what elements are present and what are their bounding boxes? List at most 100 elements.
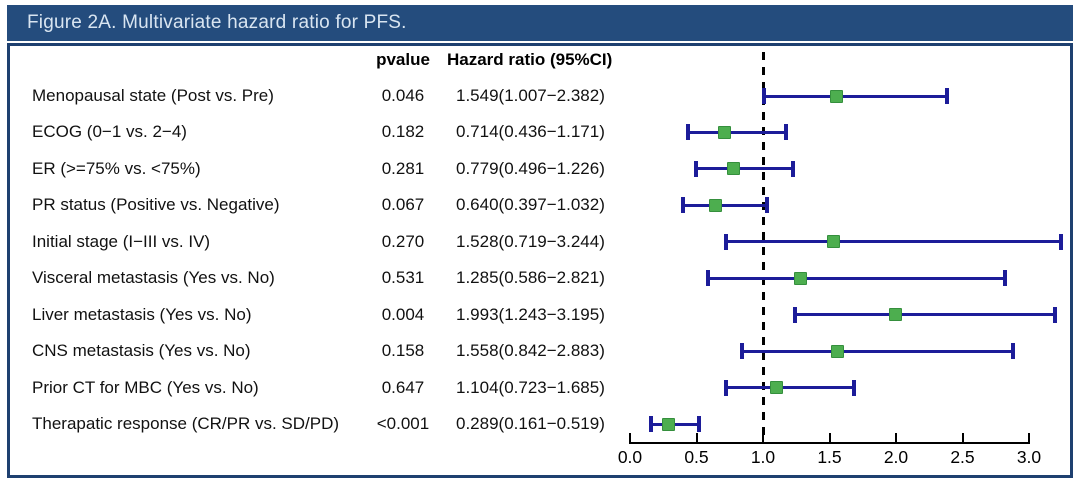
- row-hr-text: 0.640(0.397−1.032): [456, 195, 605, 215]
- row-pvalue: 0.270: [381, 231, 425, 251]
- row-hr-text: 1.549(1.007−2.382): [456, 86, 605, 105]
- ci-cap-high: [1059, 233, 1064, 250]
- row-pvalue: 0.046: [381, 86, 425, 105]
- ci-cap-high: [697, 416, 702, 433]
- hr-point-marker: [718, 125, 732, 139]
- row-label: CNS metastasis (Yes vs. No): [32, 341, 251, 361]
- ci-cap-high: [1052, 306, 1057, 323]
- figure-title-bar: Figure 2A. Multivariate hazard ratio for…: [7, 5, 1073, 41]
- axis-tick: [961, 433, 964, 442]
- ci-line: [682, 203, 768, 207]
- ci-cap-high: [783, 124, 788, 141]
- row-pvalue: 0.004: [381, 304, 425, 324]
- ci-line: [741, 349, 1014, 353]
- row-label: Menopausal state (Post vs. Pre): [32, 86, 274, 105]
- ci-cap-low: [723, 233, 728, 250]
- column-header-hazard-ratio: Hazard ratio (95%CI): [447, 50, 613, 69]
- ci-cap-high: [765, 197, 770, 214]
- ci-cap-high: [944, 88, 949, 104]
- row-hr-text: 1.528(0.719−3.244): [456, 231, 605, 251]
- forest-row: Visceral metastasis (Yes vs. No) 0.531 1.2…: [0, 260, 1080, 296]
- row-pvalue: 0.182: [381, 122, 425, 142]
- ci-cap-low: [693, 160, 698, 177]
- row-pvalue: 0.647: [381, 377, 425, 397]
- axis-tick: [828, 433, 831, 442]
- row-pvalue: 0.158: [381, 341, 425, 361]
- forest-row: ER (>=75% vs. <75%) 0.281 0.779(0.496−1.22…: [0, 151, 1080, 187]
- row-pvalue: 0.281: [381, 158, 425, 178]
- hr-point-marker: [794, 271, 808, 285]
- row-hr-text: 1.285(0.586−2.821): [456, 268, 605, 288]
- forest-row: Prior CT for MBC (Yes vs. No) 0.647 1.104(…: [0, 370, 1080, 406]
- forest-row: Menopausal state (Post vs. Pre) 0.046 1.54…: [0, 78, 1080, 114]
- row-hr-text: 0.779(0.496−1.226): [456, 158, 605, 178]
- ci-line: [651, 422, 700, 426]
- axis-tick-label: 2.0: [883, 447, 909, 467]
- ci-cap-low: [685, 124, 690, 141]
- row-hr-text: 1.993(1.243−3.195): [456, 304, 605, 324]
- ci-cap-low: [649, 416, 654, 433]
- ci-cap-low: [739, 343, 744, 360]
- axis-tick-label: 1.5: [817, 447, 842, 467]
- hr-point-marker: [661, 417, 675, 431]
- axis-tick-label: 3.0: [1016, 447, 1042, 467]
- axis-tick: [1028, 433, 1030, 442]
- ci-cap-low: [761, 88, 766, 104]
- row-label: Initial stage (I−III vs. IV): [32, 231, 211, 251]
- hr-point-marker: [829, 89, 843, 103]
- hr-point-marker: [708, 198, 722, 212]
- row-pvalue: <0.001: [376, 414, 430, 434]
- axis-tick: [629, 433, 631, 442]
- row-pvalue: 0.531: [381, 268, 425, 288]
- ci-cap-high: [1003, 270, 1008, 287]
- ci-line: [707, 276, 1006, 280]
- ci-cap-low: [793, 306, 798, 323]
- ci-line: [725, 240, 1062, 244]
- column-header-pvalue: pvalue: [376, 50, 430, 69]
- forest-row: ECOG (0−1 vs. 2−4) 0.182 0.714(0.436−1.171…: [0, 114, 1080, 150]
- hr-point-marker: [826, 235, 840, 249]
- ci-line: [795, 313, 1055, 317]
- forest-row: Therapatic response (CR/PR vs. SD/PD) <0.…: [0, 406, 1080, 442]
- row-hr-text: 0.289(0.161−0.519): [456, 414, 605, 434]
- row-label: PR status (Positive vs. Negative): [32, 195, 280, 215]
- forest-row: PR status (Positive vs. Negative) 0.067 0.…: [0, 187, 1080, 223]
- forest-row: Initial stage (I−III vs. IV) 0.270 1.528(0…: [0, 224, 1080, 260]
- row-hr-text: 1.104(0.723−1.685): [456, 377, 605, 397]
- axis-tick-label: 2.5: [950, 447, 975, 467]
- figure-title: Figure 2A. Multivariate hazard ratio for…: [27, 12, 407, 33]
- axis-tick: [695, 433, 698, 442]
- x-axis-line: [629, 442, 1030, 444]
- ci-line: [695, 167, 794, 171]
- row-pvalue: 0.067: [381, 195, 425, 215]
- ci-line: [726, 386, 855, 390]
- ci-cap-high: [1011, 343, 1016, 360]
- hr-point-marker: [770, 381, 784, 395]
- row-label: Visceral metastasis (Yes vs. No): [32, 268, 275, 288]
- row-hr-text: 0.714(0.436−1.171): [456, 122, 605, 142]
- axis-tick: [762, 433, 764, 442]
- ci-cap-high: [791, 160, 796, 177]
- hr-point-marker: [888, 308, 902, 322]
- row-label: ER (>=75% vs. <75%): [32, 158, 201, 178]
- reference-line: [761, 52, 765, 444]
- forest-row: Liver metastasis (Yes vs. No) 0.004 1.993(…: [0, 297, 1080, 333]
- plot-panel: [7, 43, 1073, 478]
- ci-cap-low: [724, 379, 729, 396]
- row-label: Prior CT for MBC (Yes vs. No): [32, 377, 259, 397]
- axis-tick-label: 0.0: [617, 447, 643, 467]
- ci-line: [687, 130, 786, 134]
- axis-tick-label: 1.0: [750, 447, 776, 467]
- row-label: Therapatic response (CR/PR vs. SD/PD): [32, 414, 340, 434]
- forest-row: CNS metastasis (Yes vs. No) 0.158 1.558(0.…: [0, 333, 1080, 369]
- ci-line: [763, 94, 947, 98]
- ci-cap-high: [852, 379, 857, 396]
- row-hr-text: 1.558(0.842−2.883): [456, 341, 605, 361]
- hr-point-marker: [727, 162, 741, 176]
- ci-cap-low: [705, 270, 710, 287]
- ci-cap-low: [680, 197, 685, 214]
- axis-tick-label: 0.5: [684, 447, 709, 467]
- row-label: ECOG (0−1 vs. 2−4): [32, 122, 187, 142]
